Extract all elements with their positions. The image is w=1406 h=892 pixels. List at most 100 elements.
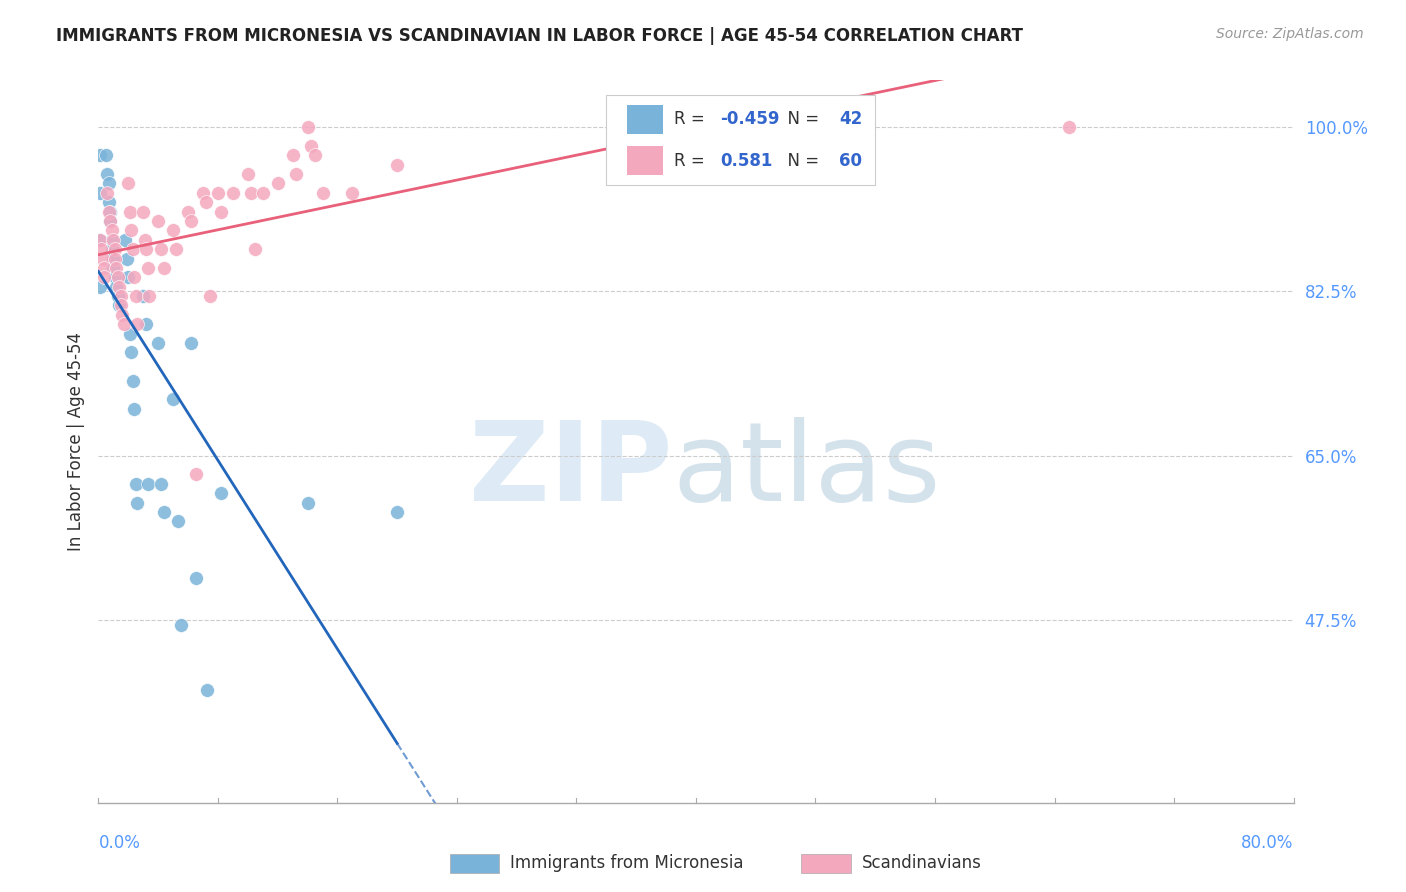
Point <box>180 214 202 228</box>
Point <box>124 270 146 285</box>
FancyBboxPatch shape <box>627 146 662 175</box>
Point <box>104 242 127 256</box>
Point <box>103 260 125 275</box>
Point <box>134 233 156 247</box>
Point <box>197 683 219 698</box>
Point <box>101 223 124 237</box>
Point <box>90 242 112 256</box>
Point <box>165 242 187 256</box>
Point <box>124 401 146 416</box>
Text: 80.0%: 80.0% <box>1241 834 1294 852</box>
Point <box>132 204 155 219</box>
Point <box>135 242 157 256</box>
Point <box>311 186 333 200</box>
Point <box>91 252 114 266</box>
Y-axis label: In Labor Force | Age 45-54: In Labor Force | Age 45-54 <box>66 332 84 551</box>
Point <box>180 336 202 351</box>
Point <box>239 186 262 200</box>
Point <box>103 252 125 266</box>
Point <box>89 233 111 247</box>
Point <box>714 120 737 135</box>
Point <box>89 186 111 200</box>
Point <box>107 289 129 303</box>
Point <box>115 252 138 266</box>
Point <box>245 242 267 256</box>
Point <box>97 195 120 210</box>
Point <box>162 392 184 407</box>
Point <box>110 298 132 312</box>
Point <box>108 279 131 293</box>
Point <box>110 289 132 303</box>
Point <box>385 505 409 519</box>
Point <box>222 186 245 200</box>
Point <box>98 214 122 228</box>
Point <box>132 289 155 303</box>
Point <box>104 252 127 266</box>
Point <box>209 486 232 500</box>
Point <box>127 318 149 332</box>
Point <box>153 260 176 275</box>
FancyBboxPatch shape <box>627 104 662 134</box>
Point <box>96 167 118 181</box>
Point <box>104 270 127 285</box>
Text: 42: 42 <box>839 110 863 128</box>
Point <box>118 204 141 219</box>
Point <box>267 177 290 191</box>
Point <box>93 260 115 275</box>
Point <box>120 345 142 359</box>
Text: R =: R = <box>675 110 710 128</box>
Point <box>184 467 207 482</box>
Point <box>101 242 124 256</box>
Point <box>89 233 111 247</box>
Text: 60: 60 <box>839 152 862 169</box>
Text: Scandinavians: Scandinavians <box>862 855 981 872</box>
Point <box>135 318 157 332</box>
Point <box>297 120 319 135</box>
FancyBboxPatch shape <box>606 95 876 185</box>
Point <box>125 289 148 303</box>
Point <box>127 495 149 509</box>
Point <box>209 204 232 219</box>
Point <box>195 195 218 210</box>
Point <box>98 214 122 228</box>
Text: IMMIGRANTS FROM MICRONESIA VS SCANDINAVIAN IN LABOR FORCE | AGE 45-54 CORRELATIO: IMMIGRANTS FROM MICRONESIA VS SCANDINAVI… <box>56 27 1024 45</box>
Point <box>284 167 307 181</box>
Point <box>89 148 111 162</box>
Text: 0.0%: 0.0% <box>98 834 141 852</box>
Point <box>177 204 200 219</box>
Point <box>96 186 118 200</box>
Point <box>1059 120 1081 135</box>
Point <box>98 204 122 219</box>
Point <box>101 233 124 247</box>
Point <box>150 476 173 491</box>
Text: R =: R = <box>675 152 716 169</box>
Point <box>200 289 222 303</box>
Point <box>94 148 117 162</box>
Point <box>297 495 319 509</box>
Point <box>281 148 304 162</box>
Point <box>117 177 139 191</box>
Point <box>117 270 139 285</box>
Point <box>148 214 170 228</box>
Point <box>304 148 326 162</box>
Point <box>108 298 131 312</box>
Point <box>97 177 120 191</box>
Point <box>114 233 136 247</box>
Text: -0.459: -0.459 <box>720 110 779 128</box>
Point <box>125 476 148 491</box>
Point <box>342 186 364 200</box>
Text: Immigrants from Micronesia: Immigrants from Micronesia <box>510 855 744 872</box>
Text: N =: N = <box>778 152 824 169</box>
Point <box>191 186 214 200</box>
Point <box>112 318 135 332</box>
Point <box>299 139 322 153</box>
Point <box>107 270 129 285</box>
Point <box>121 374 143 388</box>
Text: N =: N = <box>778 110 824 128</box>
Point <box>136 260 159 275</box>
Point <box>166 514 188 528</box>
Text: 0.581: 0.581 <box>720 152 772 169</box>
Point <box>207 186 229 200</box>
Point <box>103 233 125 247</box>
Point <box>169 617 191 632</box>
